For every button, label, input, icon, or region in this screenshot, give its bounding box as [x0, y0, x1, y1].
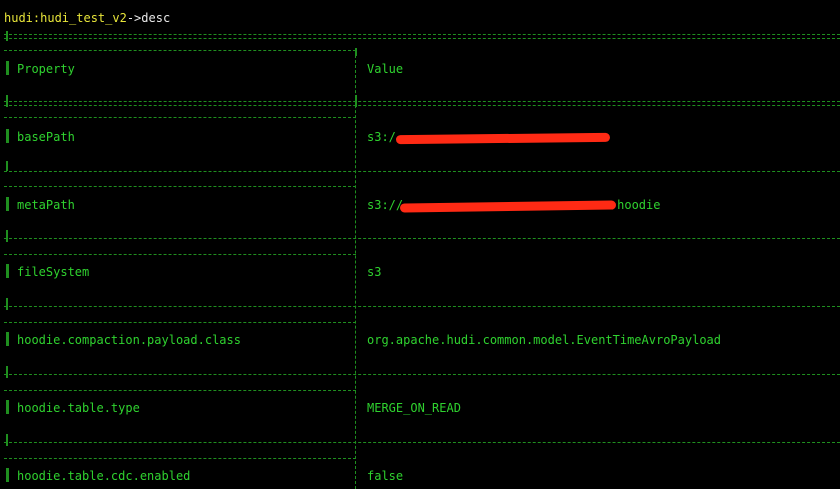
row-left-bar [6, 264, 9, 278]
row-left-bar [6, 197, 9, 211]
row-left-bar [6, 400, 9, 414]
prompt-name: hudi:hudi_test_v2 [4, 11, 127, 25]
row-value: s3 [367, 265, 382, 279]
table-row: metaPath s3:// hoodie [0, 197, 840, 213]
row-property: hoodie.table.type [17, 401, 140, 415]
row-left-bar [6, 468, 9, 482]
table-row: hoodie.table.type MERGE_ON_READ [0, 400, 840, 416]
border-tick [6, 230, 8, 242]
header-top-rule [4, 50, 356, 51]
header-property: Property [17, 62, 75, 76]
row-left-bar [6, 129, 9, 143]
border-tick [6, 95, 8, 107]
terminal-prompt: hudi:hudi_test_v2->desc [4, 10, 170, 26]
column-divider [355, 50, 356, 489]
row-rule [4, 442, 840, 443]
row-left-bar [6, 61, 9, 75]
row-rule [4, 390, 356, 391]
header-value: Value [367, 62, 404, 76]
border-tick [6, 434, 8, 446]
border-tick [355, 95, 357, 107]
row-rule [4, 374, 840, 375]
table-top-border [4, 34, 840, 39]
border-tick [6, 161, 8, 171]
row-rule [4, 322, 356, 323]
table-row: hoodie.table.cdc.enabled false [0, 468, 840, 484]
border-tick [355, 48, 357, 56]
row-property: metaPath [17, 198, 75, 212]
border-tick [6, 31, 8, 41]
row-rule [4, 238, 840, 239]
row-rule [4, 254, 356, 255]
row-value: MERGE_ON_READ [367, 401, 461, 415]
table-row: basePath s3:/ [0, 129, 840, 145]
row-property: basePath [17, 130, 75, 144]
table-row: fileSystem s3 [0, 264, 840, 280]
table-row: hoodie.compaction.payload.class org.apac… [0, 332, 840, 348]
row-rule [4, 186, 356, 187]
row-value: s3:/ [367, 130, 396, 144]
row-rule [4, 458, 356, 459]
prompt-separator: -> [126, 11, 142, 25]
row-value: org.apache.hudi.common.model.EventTimeAv… [367, 333, 722, 347]
row-property: hoodie.table.cdc.enabled [17, 469, 191, 483]
row-rule [4, 171, 840, 172]
row-value-head: s3:// [367, 198, 404, 212]
row-rule [4, 117, 356, 118]
row-left-bar [6, 332, 9, 346]
row-property: hoodie.compaction.payload.class [17, 333, 241, 347]
row-property: fileSystem [17, 265, 90, 279]
row-value-tail: hoodie [617, 198, 661, 212]
border-tick [6, 298, 8, 310]
header-bottom-border [4, 101, 840, 106]
prompt-command: desc [141, 11, 171, 25]
border-tick [6, 366, 8, 378]
table-header-row: Property Value [0, 61, 840, 77]
row-value: false [367, 469, 404, 483]
row-rule [4, 306, 840, 307]
row-value: s3:// hoodie [367, 197, 837, 213]
